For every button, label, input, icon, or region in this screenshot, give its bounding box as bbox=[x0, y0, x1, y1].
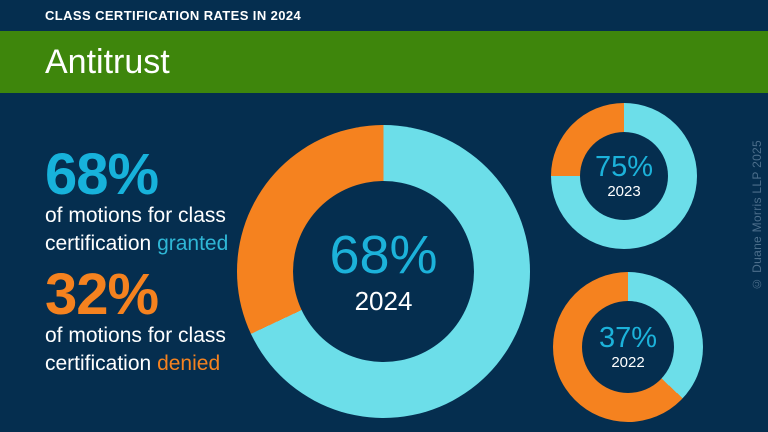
top-strip: CLASS CERTIFICATION RATES IN 2024 bbox=[0, 0, 768, 31]
donut-2023-year-label: 2023 bbox=[607, 182, 641, 200]
denied-percentage: 32% bbox=[45, 262, 159, 327]
donut-chart-2023: 75% 2023 bbox=[551, 103, 697, 249]
donut-chart-2024: 68% 2024 bbox=[237, 125, 530, 418]
donut-2024-year-label: 2024 bbox=[354, 286, 413, 317]
donut-chart-2022: 37% 2022 bbox=[553, 272, 703, 422]
granted-description-word: certification bbox=[45, 232, 152, 255]
donut-2023-center: 75% 2023 bbox=[580, 132, 668, 220]
denied-description-line2: certification denied bbox=[45, 350, 260, 378]
category-banner: Antitrust bbox=[0, 31, 768, 93]
donut-2022-center: 37% 2022 bbox=[582, 301, 674, 393]
donut-2022-year-label: 2022 bbox=[611, 353, 645, 371]
granted-stat: 68% of motions for class certification g… bbox=[45, 142, 260, 258]
donut-2024-percentage: 68% bbox=[329, 225, 438, 286]
stats-block: 68% of motions for class certification g… bbox=[45, 142, 260, 378]
page-title: CLASS CERTIFICATION RATES IN 2024 bbox=[45, 8, 302, 23]
copyright-text: © Duane Morris LLP 2025 bbox=[750, 140, 764, 291]
donut-2023-percentage: 75% bbox=[594, 150, 654, 183]
category-label: Antitrust bbox=[45, 42, 170, 81]
denied-description-word: certification bbox=[45, 352, 152, 375]
granted-highlight-word: granted bbox=[157, 232, 229, 255]
denied-description-line1: of motions for class bbox=[45, 324, 226, 347]
granted-description-line2: certification granted bbox=[45, 230, 260, 258]
granted-description-line1: of motions for class bbox=[45, 204, 226, 227]
granted-percentage: 68% bbox=[45, 142, 159, 207]
denied-stat: 32% of motions for class certification d… bbox=[45, 262, 260, 378]
donut-2024-center: 68% 2024 bbox=[293, 181, 474, 362]
donut-2022-percentage: 37% bbox=[598, 321, 658, 354]
denied-highlight-word: denied bbox=[157, 352, 221, 375]
